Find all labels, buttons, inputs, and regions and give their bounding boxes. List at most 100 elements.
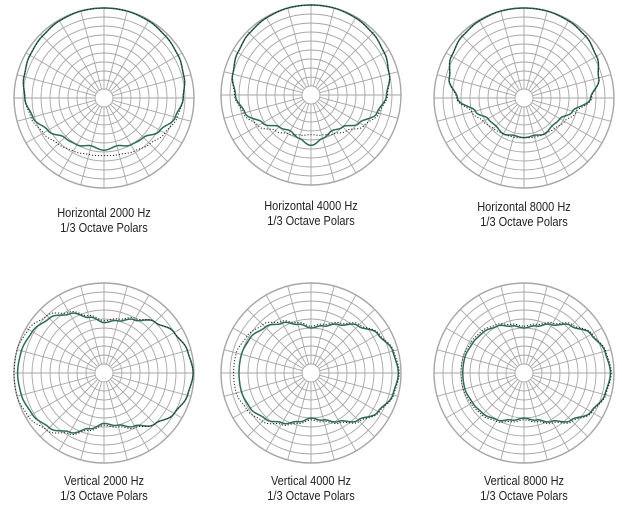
grid-spoke bbox=[478, 294, 520, 366]
grid-spoke bbox=[265, 102, 307, 174]
caption-vertical-4000: Vertical 4000 Hz 1/3 Octave Polars bbox=[227, 474, 394, 504]
grid-spoke bbox=[531, 377, 603, 419]
grid-spoke bbox=[111, 377, 183, 419]
grid-spoke bbox=[232, 49, 304, 91]
reference-polar-curve bbox=[231, 4, 391, 136]
grid-spoke bbox=[25, 327, 97, 369]
chart-title: Vertical 8000 Hz bbox=[483, 474, 565, 488]
grid-ring bbox=[301, 85, 321, 105]
grid-spoke bbox=[247, 379, 305, 437]
reference-polar-curve bbox=[22, 7, 186, 157]
polar-plot-grid: Horizontal 2000 Hz 1/3 Octave Polars Hor… bbox=[13, 0, 615, 504]
grid-spoke bbox=[265, 16, 307, 88]
grid-spoke bbox=[112, 349, 192, 372]
grid-spoke bbox=[532, 74, 612, 97]
polar-panel-vertical-2000: Vertical 2000 Hz 1/3 Octave Polars bbox=[9, 278, 199, 528]
grid-spoke bbox=[105, 10, 128, 90]
grid-spoke bbox=[436, 374, 516, 397]
grid-spoke bbox=[108, 19, 150, 91]
grid-spoke bbox=[460, 34, 518, 92]
grid-spoke bbox=[247, 31, 305, 89]
grid-spoke bbox=[265, 380, 307, 452]
grid-spoke bbox=[528, 105, 570, 177]
grid-spoke bbox=[445, 102, 517, 144]
grid-spoke bbox=[500, 106, 523, 186]
polar-plot-horizontal-2000 bbox=[13, 7, 195, 189]
grid-spoke bbox=[287, 103, 310, 183]
caption-horizontal-4000: Horizontal 4000 Hz 1/3 Octave Polars bbox=[227, 199, 394, 229]
grid-spoke bbox=[232, 99, 304, 141]
grid-spoke bbox=[319, 374, 399, 397]
grid-spoke bbox=[525, 106, 548, 186]
grid-spoke bbox=[530, 104, 588, 162]
grid-spoke bbox=[16, 99, 96, 122]
grid-spoke bbox=[319, 96, 399, 119]
chart-subtitle: 1/3 Octave Polars bbox=[60, 489, 148, 503]
grid-spoke bbox=[312, 285, 335, 365]
grid-spoke bbox=[108, 380, 150, 452]
grid-ring bbox=[94, 363, 114, 383]
grid-spoke bbox=[111, 102, 183, 144]
chart-title: Horizontal 2000 Hz bbox=[57, 206, 151, 220]
grid-spoke bbox=[110, 34, 168, 92]
grid-spoke bbox=[223, 96, 303, 119]
grid-spoke bbox=[436, 99, 516, 122]
grid-spoke bbox=[319, 349, 399, 372]
measured-polar-curve bbox=[231, 4, 391, 147]
grid-spoke bbox=[58, 19, 100, 91]
grid-spoke bbox=[16, 349, 96, 372]
grid-spoke bbox=[80, 381, 103, 461]
chart-title: Horizontal 8000 Hz bbox=[477, 200, 571, 214]
grid-spoke bbox=[525, 10, 548, 90]
grid-spoke bbox=[287, 285, 310, 365]
grid-spoke bbox=[58, 380, 100, 452]
grid-spoke bbox=[436, 349, 516, 372]
grid-spoke bbox=[80, 285, 103, 365]
caption-vertical-2000: Vertical 2000 Hz 1/3 Octave Polars bbox=[20, 474, 187, 504]
grid-spoke bbox=[530, 309, 588, 367]
grid-spoke bbox=[16, 74, 96, 97]
grid-ring bbox=[94, 88, 114, 108]
grid-spoke bbox=[25, 102, 97, 144]
grid-spoke bbox=[112, 99, 192, 122]
grid-spoke bbox=[110, 309, 168, 367]
grid-spoke bbox=[112, 74, 192, 97]
chart-title: Vertical 4000 Hz bbox=[270, 474, 352, 488]
grid-spoke bbox=[40, 34, 98, 92]
caption-vertical-8000: Vertical 8000 Hz 1/3 Octave Polars bbox=[440, 474, 607, 504]
grid-spoke bbox=[525, 381, 548, 461]
grid-spoke bbox=[40, 379, 98, 437]
chart-subtitle: 1/3 Octave Polars bbox=[60, 221, 148, 235]
measured-polar-curve bbox=[462, 323, 612, 423]
grid-spoke bbox=[247, 309, 305, 367]
grid-spoke bbox=[525, 285, 548, 365]
measured-polar-curve bbox=[22, 7, 186, 151]
grid-spoke bbox=[318, 377, 390, 419]
grid-spoke bbox=[532, 349, 612, 372]
grid-spoke bbox=[232, 377, 304, 419]
grid-spoke bbox=[532, 374, 612, 397]
grid-spoke bbox=[287, 381, 310, 461]
polar-panel-horizontal-4000: Horizontal 4000 Hz 1/3 Octave Polars bbox=[216, 0, 406, 250]
polar-plot-vertical-2000 bbox=[13, 282, 195, 464]
grid-spoke bbox=[317, 31, 375, 89]
grid-spoke bbox=[315, 380, 357, 452]
caption-horizontal-2000: Horizontal 2000 Hz 1/3 Octave Polars bbox=[20, 206, 187, 236]
grid-spoke bbox=[460, 379, 518, 437]
grid-spoke bbox=[108, 105, 150, 177]
measured-polar-curve bbox=[238, 321, 400, 425]
grid-spoke bbox=[478, 19, 520, 91]
grid-spoke bbox=[112, 374, 192, 397]
grid-spoke bbox=[247, 101, 305, 159]
grid-spoke bbox=[478, 105, 520, 177]
grid-spoke bbox=[460, 104, 518, 162]
grid-spoke bbox=[315, 294, 357, 366]
grid-spoke bbox=[265, 294, 307, 366]
grid-spoke bbox=[312, 103, 335, 183]
grid-spoke bbox=[315, 102, 357, 174]
grid-spoke bbox=[528, 19, 570, 91]
grid-spoke bbox=[40, 309, 98, 367]
grid-spoke bbox=[25, 377, 97, 419]
grid-spoke bbox=[531, 102, 603, 144]
grid-spoke bbox=[531, 52, 603, 94]
